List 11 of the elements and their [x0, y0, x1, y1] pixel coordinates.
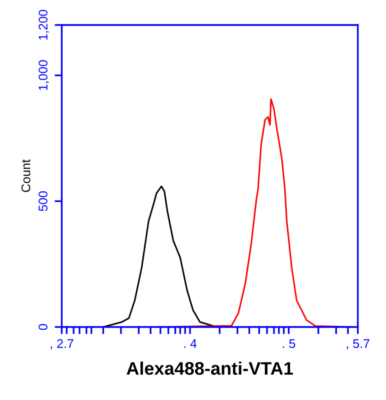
y-tick-label: 1,000 — [38, 60, 49, 90]
y-tick-label: 500 — [38, 191, 48, 212]
y-tick-label: 1,200 — [38, 10, 49, 40]
y-axis-title: Count — [21, 159, 30, 192]
x-axis-title: Alexa488-anti-VTA1 — [126, 362, 293, 375]
x-tick-label: , 5.7 — [346, 339, 370, 350]
x-tick-label: . 5 — [282, 339, 296, 348]
line-series — [102, 186, 214, 327]
x-tick-label: . 4 — [184, 339, 197, 348]
y-tick-label: 0 — [38, 324, 48, 330]
x-tick-label: , 2.7 — [50, 339, 74, 350]
